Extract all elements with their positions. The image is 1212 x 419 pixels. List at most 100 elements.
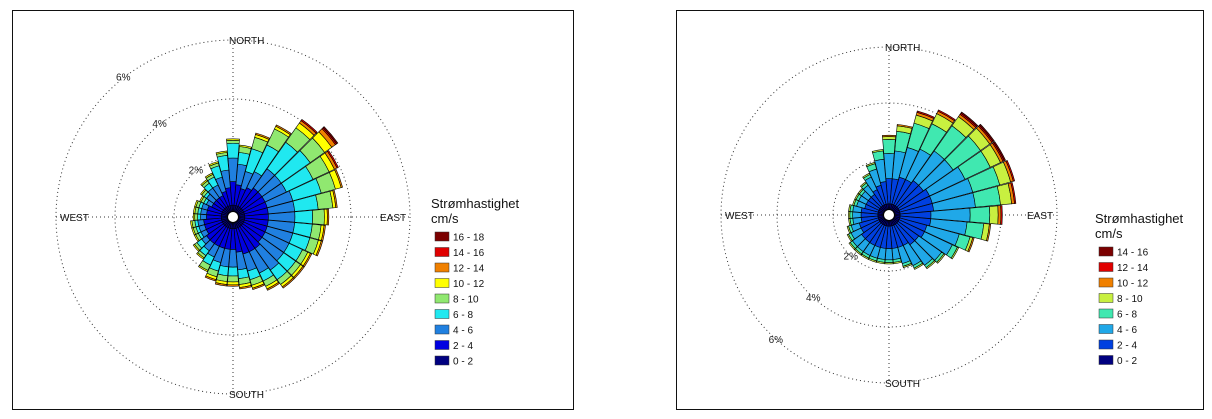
ring-4 xyxy=(114,98,352,336)
wedge-sector-12-bin-6 xyxy=(302,253,313,268)
wedge-sector-0-bin-4 xyxy=(882,136,896,140)
windrose-left-svg: 2% 4% 6% NORTH SOUTH EAST WEST Strømhast… xyxy=(55,36,520,401)
legend-label-8: 0 - 2 xyxy=(453,357,473,368)
wedge-sector-35-bin-5 xyxy=(215,150,228,155)
legend-swatch-4 xyxy=(434,293,450,304)
windrose-chart-left: 2% 4% 6% NORTH SOUTH EAST WEST Strømhast… xyxy=(12,10,574,410)
legend-swatch-1 xyxy=(434,247,450,257)
legend-label-2: 12 - 14 xyxy=(453,264,485,275)
wedge-sector-19-bin-4 xyxy=(876,260,886,265)
legend-label-7: 2 - 4 xyxy=(453,341,473,352)
wedge-sector-17-bin-6 xyxy=(239,285,252,290)
legend-label-1: 12 - 14 xyxy=(1117,263,1149,274)
legend-swatch-7 xyxy=(434,340,450,350)
wedge-sector-3-bin-6 xyxy=(275,124,292,136)
label-north: NORTH xyxy=(229,36,264,47)
legend-label-6: 2 - 4 xyxy=(1117,341,1137,352)
wedge-sector-32-bin-5 xyxy=(200,179,208,187)
legend-swatch-4 xyxy=(1098,308,1114,319)
wedge-sector-0-bin-5 xyxy=(226,138,240,141)
wedge-sector-0-bin-5 xyxy=(881,134,897,138)
ring-label-2: 2% xyxy=(844,252,859,263)
wedge-sector-4-bin-7 xyxy=(300,118,318,134)
wedge-sector-21-bin-4 xyxy=(860,253,870,260)
legend-swatch-3 xyxy=(434,278,450,288)
legend-label-3: 10 - 12 xyxy=(453,279,485,290)
legend-label-0: 14 - 16 xyxy=(1117,248,1149,259)
legend-label-0: 16 - 18 xyxy=(453,233,485,244)
legend-swatch-2 xyxy=(1098,277,1114,288)
wedge-sector-34-bin-4 xyxy=(865,161,876,168)
wedge-sector-22-bin-5 xyxy=(196,252,205,260)
label-east: EAST xyxy=(1027,211,1053,222)
wedge-sector-9-bin-3 xyxy=(969,206,991,224)
windrose-right-svg: 2% 4% 6% NORTH SOUTH EAST WEST Strømhast… xyxy=(720,43,1184,390)
wedge-sector-22-bin-4 xyxy=(854,248,862,256)
wedge-sector-18-bin-4 xyxy=(227,275,239,283)
wedge-sector-34-bin-5 xyxy=(208,161,219,167)
wedge-sector-27-bin-3 xyxy=(197,213,201,221)
wedge-sector-15-bin-4 xyxy=(913,262,924,270)
label-west: WEST xyxy=(60,213,89,224)
legend-swatch-2 xyxy=(434,262,450,273)
wedge-sector-16-bin-6 xyxy=(251,283,265,290)
wedge-sector-6-bin-7 xyxy=(993,141,1006,162)
wedge-sector-27-bin-2 xyxy=(852,211,862,219)
wedge-sector-11-bin-6 xyxy=(315,240,324,257)
wedge-sector-8-bin-6 xyxy=(332,189,338,208)
legend-unit: cm/s xyxy=(431,211,459,226)
wedge-sector-35-bin-4 xyxy=(871,149,884,154)
wedge-sector-7-bin-6 xyxy=(1005,159,1016,182)
legend-label-7: 0 - 2 xyxy=(1117,356,1137,367)
legend-label-6: 4 - 6 xyxy=(453,326,473,337)
wedge-sector-10-bin-6 xyxy=(321,224,326,242)
wedge-sector-18-bin-3 xyxy=(227,266,239,277)
wedge-sector-18-bin-5 xyxy=(226,281,240,286)
ring-labels: 2% 4% 6% xyxy=(769,252,859,346)
legend-label-1: 14 - 16 xyxy=(453,248,485,259)
wedge-sector-9-bin-4 xyxy=(312,209,325,225)
legend-swatch-6 xyxy=(1098,339,1114,350)
wedge-sector-27-bin-5 xyxy=(192,213,196,221)
direction-labels: NORTH SOUTH EAST WEST xyxy=(60,36,406,401)
ring-labels: 2% 4% 6% xyxy=(116,73,203,177)
center-hub xyxy=(227,211,239,223)
wedge-sector-29-bin-5 xyxy=(194,199,199,208)
wedges xyxy=(846,109,1017,270)
wedge-sector-13-bin-4 xyxy=(936,253,946,264)
wedge-sector-18-bin-3 xyxy=(884,259,894,263)
ring-6 xyxy=(55,39,411,395)
wedge-sector-0-bin-4 xyxy=(226,140,240,144)
legend-label-5: 4 - 6 xyxy=(1117,325,1137,336)
wedge-sector-27-bin-3 xyxy=(849,211,854,219)
ring-label-4: 4% xyxy=(806,293,821,304)
wedge-sector-8-bin-6 xyxy=(1010,182,1017,204)
legend-label-5: 6 - 8 xyxy=(453,310,473,321)
wedge-sector-33-bin-4 xyxy=(862,172,871,179)
wedge-sector-23-bin-5 xyxy=(192,243,200,252)
wedge-sector-9-bin-6 xyxy=(1000,205,1003,225)
wedge-sector-21-bin-5 xyxy=(198,265,209,273)
label-east: EAST xyxy=(380,213,406,224)
wedge-sector-9-bin-3 xyxy=(294,210,313,224)
wedge-sector-0-bin-3 xyxy=(882,139,896,154)
legend-label-3: 8 - 10 xyxy=(1117,294,1143,305)
wedge-sector-33-bin-5 xyxy=(204,172,214,179)
ring-label-2: 2% xyxy=(189,166,204,177)
center-hub xyxy=(883,209,895,221)
wedge-sector-2-bin-6 xyxy=(255,132,270,140)
wedge-sector-13-bin-6 xyxy=(293,265,305,279)
legend-title: Strømhastighet xyxy=(1095,211,1184,226)
wedge-sector-27-bin-4 xyxy=(848,211,851,219)
direction-labels: NORTH SOUTH EAST WEST xyxy=(725,43,1053,390)
wedge-sector-24-bin-4 xyxy=(846,233,853,242)
legend-label-4: 6 - 8 xyxy=(1117,310,1137,321)
legend-swatch-0 xyxy=(434,231,450,242)
wedge-sector-18-bin-6 xyxy=(226,284,240,287)
legend-swatch-8 xyxy=(434,355,450,366)
legend-label-4: 8 - 10 xyxy=(453,295,479,306)
wedge-sector-20-bin-4 xyxy=(868,257,877,263)
wedge-sector-20-bin-6 xyxy=(204,275,217,282)
legend-swatch-0 xyxy=(1098,246,1114,257)
windrose-chart-right: 2% 4% 6% NORTH SOUTH EAST WEST Strømhast… xyxy=(676,10,1204,410)
